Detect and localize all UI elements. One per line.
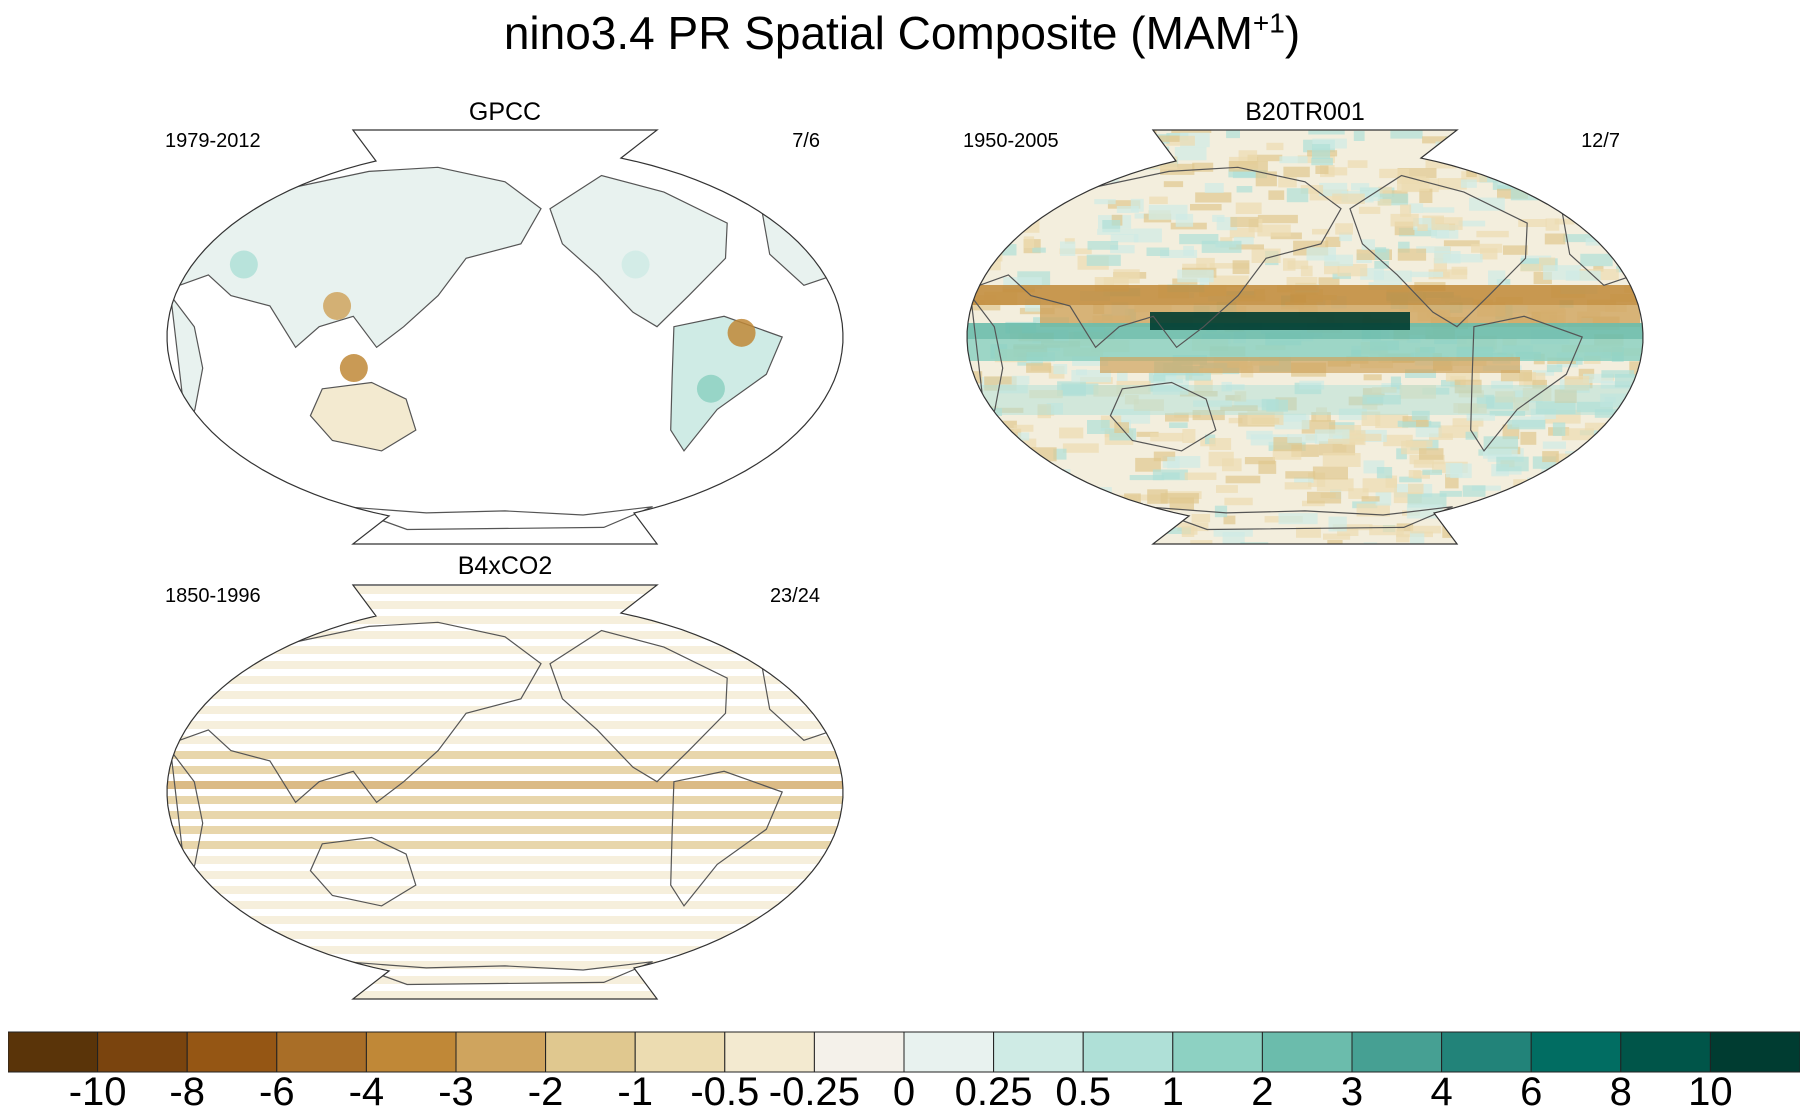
figure-title-close: ) xyxy=(1284,7,1301,59)
map-panel-gpcc xyxy=(166,129,844,545)
continent-samerica xyxy=(1470,315,1584,452)
colorbar-label: -10 xyxy=(68,1070,127,1114)
panel-title-b4xco2: B4xCO2 xyxy=(457,552,553,580)
colorbar-swatch-19 xyxy=(1709,1031,1800,1073)
colorbar-label: -0.5 xyxy=(690,1070,760,1114)
colorbar-label: -8 xyxy=(169,1070,205,1114)
colorbar-label: 0.25 xyxy=(954,1070,1033,1114)
colorbar-label: -0.25 xyxy=(768,1070,860,1114)
colorbar-swatch-15 xyxy=(1351,1031,1443,1073)
colorbar-swatch-14 xyxy=(1261,1031,1353,1073)
colorbar-label: -4 xyxy=(348,1070,385,1114)
map-border xyxy=(166,129,844,545)
colorbar-swatch-5 xyxy=(455,1031,547,1073)
panel-counts-gpcc: 7/6 xyxy=(792,130,820,152)
colorbar-label: 4 xyxy=(1430,1070,1453,1114)
continent-asia xyxy=(978,166,1342,349)
colorbar-swatch-13 xyxy=(1172,1031,1263,1073)
colorbar-label: 0 xyxy=(892,1070,916,1114)
panel-title-gpcc: GPCC xyxy=(468,98,542,126)
continent-antarctica xyxy=(343,961,653,986)
map-panel-b4xco2 xyxy=(166,584,844,1000)
colorbar xyxy=(8,1031,1800,1073)
panel-period-b20tr001: 1950-2005 xyxy=(963,130,1059,152)
colorbar-swatch-18 xyxy=(1620,1031,1711,1073)
continent-australia xyxy=(309,381,417,452)
colorbar-label: 6 xyxy=(1520,1070,1543,1114)
colorbar-swatch-17 xyxy=(1530,1031,1622,1073)
colorbar-swatch-0 xyxy=(8,1031,99,1073)
colorbar-label: 1 xyxy=(1161,1070,1184,1114)
figure-title-text: nino3.4 PR Spatial Composite (MAM xyxy=(503,7,1253,59)
continent-australia xyxy=(1109,381,1217,452)
colorbar-swatch-9 xyxy=(813,1031,905,1073)
colorbar-swatch-16 xyxy=(1441,1031,1532,1073)
figure-title: nino3.4 PR Spatial Composite (MAM+1) xyxy=(0,6,1804,60)
continent-namerica xyxy=(1349,174,1528,328)
continent-antarctica xyxy=(1143,506,1453,531)
colorbar-swatch-7 xyxy=(634,1031,726,1073)
colorbar-swatch-12 xyxy=(1082,1031,1174,1073)
panel-counts-b4xco2: 23/24 xyxy=(769,585,820,607)
colorbar-swatch-1 xyxy=(97,1031,188,1073)
map-panel-b20tr001 xyxy=(966,129,1644,545)
continent-namerica xyxy=(549,629,728,783)
panel-title-b20tr001: B20TR001 xyxy=(1245,98,1365,126)
colorbar-label: 3 xyxy=(1340,1070,1364,1114)
colorbar-label: -1 xyxy=(617,1070,653,1114)
colorbar-swatch-10 xyxy=(903,1031,995,1073)
continent-asia xyxy=(178,621,542,804)
map-border xyxy=(966,129,1644,545)
colorbar-label: -3 xyxy=(438,1070,474,1114)
colorbar-label: -6 xyxy=(259,1070,295,1114)
map-border xyxy=(166,584,844,1000)
colorbar-swatch-2 xyxy=(186,1031,278,1073)
colorbar-swatch-4 xyxy=(365,1031,457,1073)
figure-title-superscript: +1 xyxy=(1252,7,1285,39)
panel-period-gpcc: 1979-2012 xyxy=(165,130,261,152)
colorbar-swatch-8 xyxy=(724,1031,815,1073)
continent-samerica xyxy=(670,770,784,907)
colorbar-label: 8 xyxy=(1609,1070,1632,1114)
panel-counts-b20tr001: 12/7 xyxy=(1581,130,1620,152)
colorbar-swatch-11 xyxy=(993,1031,1084,1073)
continent-antarctica xyxy=(343,506,653,531)
colorbar-label: 2 xyxy=(1251,1070,1274,1114)
panel-period-b4xco2: 1850-1996 xyxy=(165,585,261,607)
colorbar-label: -2 xyxy=(527,1070,564,1114)
colorbar-swatch-3 xyxy=(276,1031,367,1073)
colorbar-label: 10 xyxy=(1688,1070,1733,1114)
continent-asia xyxy=(178,166,542,349)
colorbar-label: 0.5 xyxy=(1055,1070,1111,1114)
colorbar-swatch-6 xyxy=(545,1031,636,1073)
continent-australia xyxy=(309,836,417,907)
